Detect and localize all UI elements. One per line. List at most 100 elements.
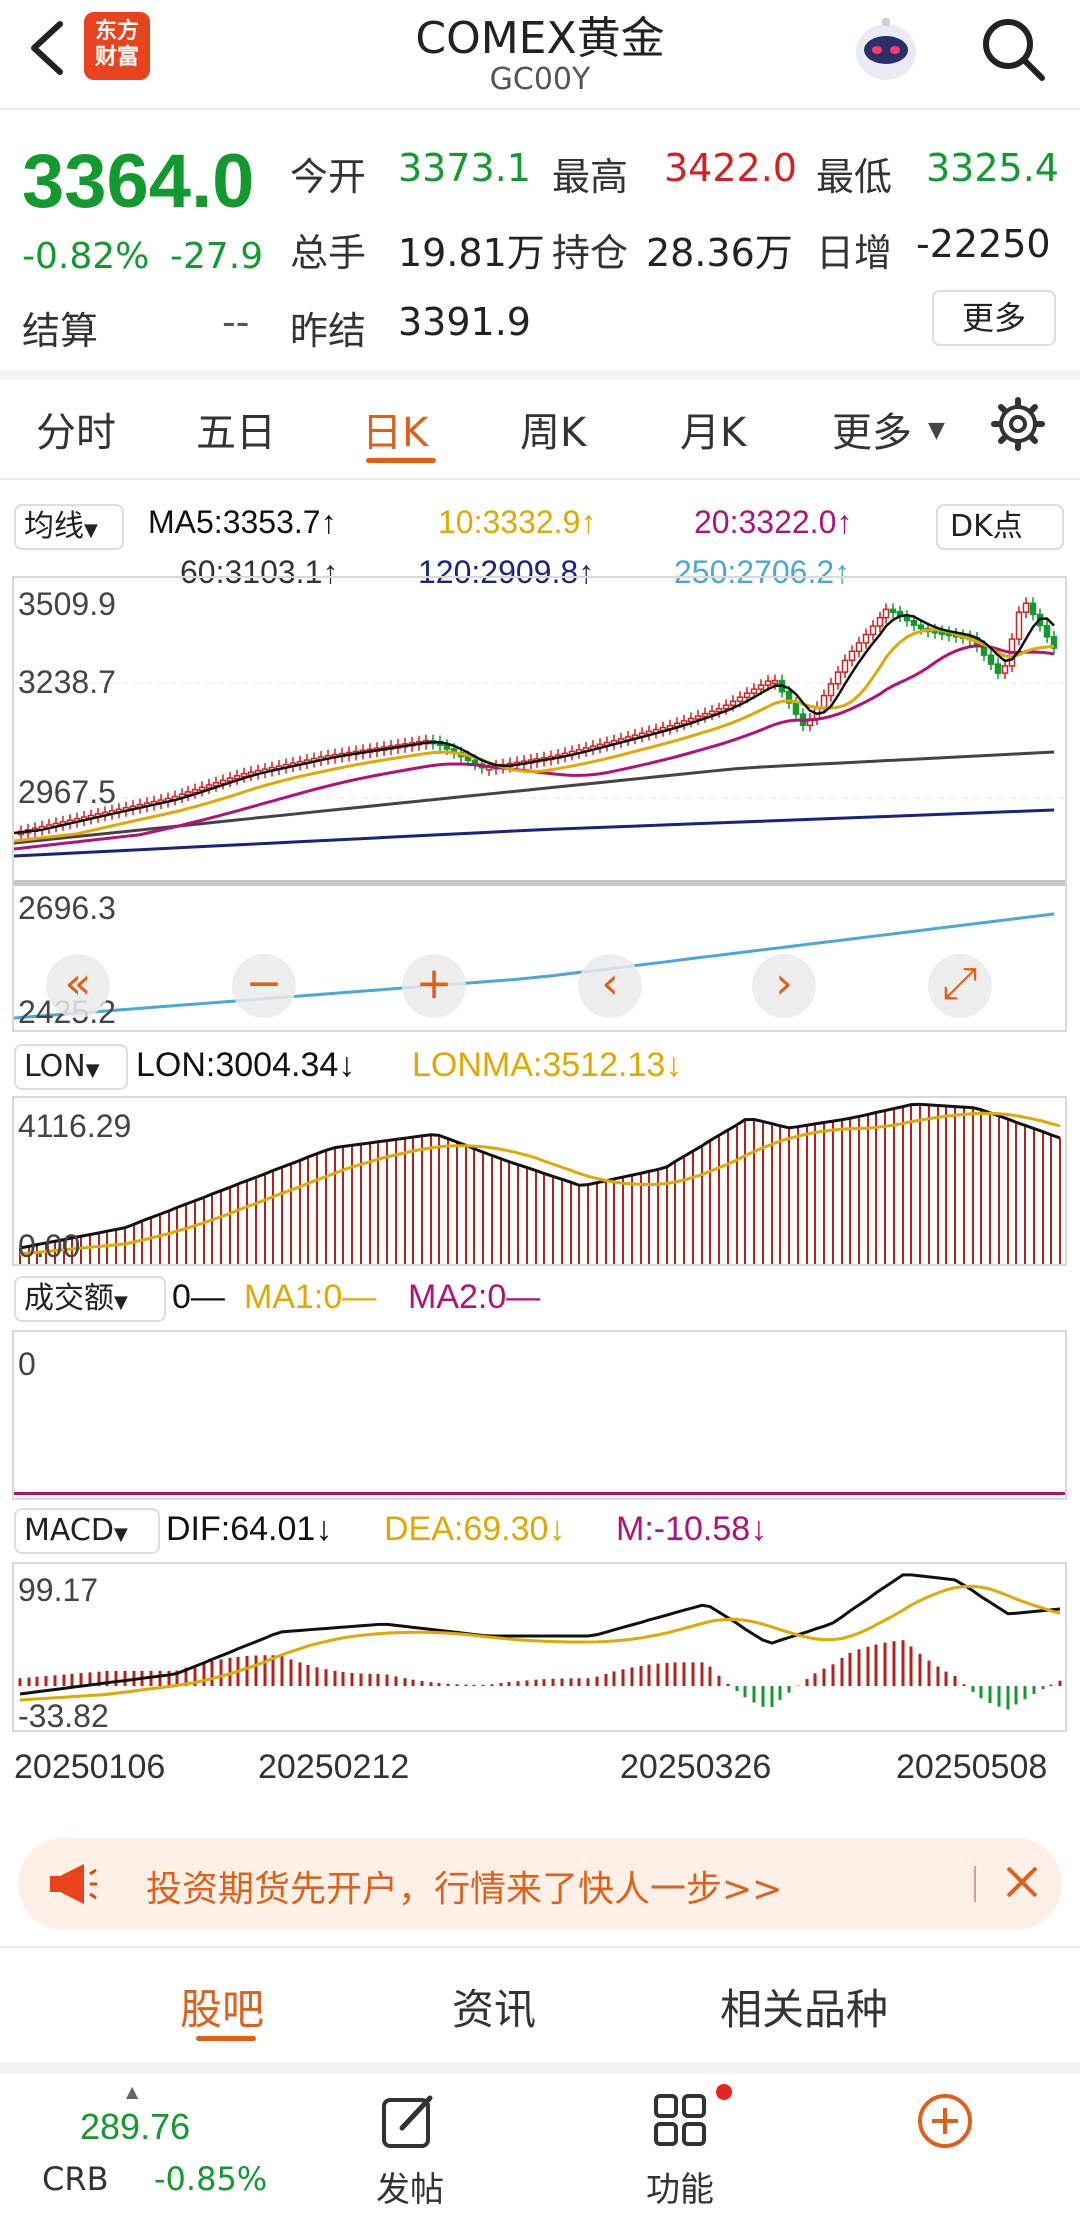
- turnover-value: 0—: [172, 1278, 225, 1316]
- notification-dot: [716, 2084, 732, 2100]
- promo-banner[interactable]: 投资期货先开户，行情来了快人一步>>: [18, 1838, 1062, 1930]
- tab-more[interactable]: 更多: [832, 410, 912, 456]
- settle-value: --: [222, 300, 250, 344]
- kline-axis-3: 2967.5: [18, 774, 116, 810]
- scroll-right-button[interactable]: ›: [752, 954, 816, 1018]
- candle-body: [708, 710, 716, 715]
- tab-forum[interactable]: 股吧: [180, 1985, 265, 2034]
- candle-body: [1050, 636, 1058, 649]
- last-price: 3364.0: [22, 139, 255, 224]
- candle-body: [212, 781, 220, 787]
- promo-text[interactable]: 投资期货先开户，行情来了快人一步>>: [146, 1869, 783, 1910]
- fullscreen-button[interactable]: ⤢: [928, 954, 992, 1018]
- candle-body: [219, 779, 227, 785]
- candle-body: [834, 671, 842, 685]
- candle-body: [701, 712, 709, 718]
- candle-body: [889, 608, 897, 614]
- contract-code: GC00Y: [489, 62, 591, 97]
- candle-body: [827, 683, 835, 697]
- open-interest-value: 28.36万: [646, 231, 793, 275]
- macd-chart: [18, 1573, 1062, 1710]
- search-icon[interactable]: [978, 14, 1048, 84]
- candle-body: [715, 708, 723, 713]
- tab-news[interactable]: 资讯: [452, 1985, 537, 2034]
- lon-selector[interactable]: LON▼: [14, 1044, 128, 1090]
- kline-panel[interactable]: 3509.9 3238.7 2967.5 2696.3 2425.2 « − +…: [12, 576, 1067, 1032]
- crb-caret-icon: ▲: [126, 2082, 139, 2101]
- kline-axis-2: 3238.7: [18, 664, 116, 700]
- forum-tab-underline: [196, 2036, 256, 2041]
- candle-body: [917, 624, 925, 630]
- turnover-ma1: MA1:0—: [244, 1278, 377, 1316]
- candle-body: [820, 694, 828, 709]
- prev-settle-label: 昨结: [290, 309, 367, 353]
- turnover-ma2: MA2:0—: [408, 1278, 541, 1316]
- zoom-out-button[interactable]: −: [232, 954, 296, 1018]
- date-label-4: 20250508: [896, 1748, 1048, 1786]
- lon-value: LON:3004.34↓: [136, 1046, 356, 1084]
- gear-icon[interactable]: [990, 396, 1046, 452]
- candle-body: [792, 702, 800, 715]
- crb-label: CRB: [42, 2160, 109, 2198]
- megaphone-icon: [46, 1860, 98, 1908]
- ma-selector[interactable]: 均线▼: [14, 504, 124, 550]
- tab-monthly-k[interactable]: 月K: [680, 410, 747, 456]
- candle-body: [876, 616, 884, 627]
- add-icon[interactable]: [914, 2090, 976, 2152]
- candle-body: [862, 633, 870, 644]
- grid-icon[interactable]: [650, 2090, 710, 2150]
- scroll-left-fast-button[interactable]: «: [46, 954, 110, 1018]
- candle-body: [729, 700, 737, 707]
- macd-selector[interactable]: MACD▼: [14, 1508, 160, 1554]
- daily-increase-value: -22250: [916, 222, 1051, 266]
- robot-assistant-icon[interactable]: [846, 10, 926, 90]
- low-value: 3325.4: [926, 146, 1059, 190]
- change-amount: -27.9: [170, 236, 264, 277]
- more-quote-button[interactable]: 更多: [932, 290, 1056, 346]
- candle-body: [1022, 602, 1030, 613]
- candle-body: [191, 788, 199, 794]
- candle-body: [1043, 624, 1051, 638]
- volume-label: 总手: [290, 231, 367, 275]
- open-interest-label: 持仓: [552, 231, 629, 275]
- function-button[interactable]: 功能: [646, 2170, 714, 2210]
- crb-value[interactable]: 289.76: [80, 2106, 191, 2147]
- caret-down-icon: ▼: [928, 418, 945, 443]
- candle-body: [855, 642, 863, 653]
- crb-change: -0.85%: [154, 2160, 268, 2198]
- macd-dea: DEA:69.30↓: [384, 1510, 566, 1548]
- zoom-in-button[interactable]: +: [402, 954, 466, 1018]
- scroll-left-button[interactable]: ‹: [578, 954, 642, 1018]
- kline-axis-1: 3509.9: [18, 586, 116, 622]
- tab-weekly-k[interactable]: 周K: [520, 410, 587, 456]
- lon-panel: 4116.29 0.00: [12, 1096, 1067, 1266]
- banner-divider: [974, 1866, 976, 1902]
- candle-body: [443, 744, 451, 750]
- candle-body: [757, 684, 765, 690]
- turnover-panel: 0: [12, 1330, 1067, 1500]
- compose-icon[interactable]: [378, 2090, 440, 2152]
- candle-body: [1029, 602, 1037, 616]
- tab-daily-k[interactable]: 日K: [362, 410, 429, 456]
- post-button[interactable]: 发帖: [376, 2170, 444, 2210]
- tab-related[interactable]: 相关品种: [720, 1985, 889, 2034]
- dk-point-button[interactable]: DK点: [936, 504, 1064, 550]
- ma10-value: 10:3332.9↑: [438, 504, 597, 540]
- candle-body: [743, 692, 751, 698]
- candle-body: [687, 717, 695, 723]
- back-icon[interactable]: [22, 18, 72, 78]
- date-label-3: 20250326: [620, 1748, 772, 1786]
- active-tab-underline: [366, 458, 436, 463]
- high-value: 3422.0: [664, 146, 797, 190]
- candle-body: [771, 679, 779, 685]
- tab-five-day[interactable]: 五日: [196, 410, 276, 456]
- turnover-selector[interactable]: 成交额▼: [14, 1276, 166, 1322]
- close-icon[interactable]: [1002, 1862, 1042, 1902]
- lon-axis-top: 4116.29: [18, 1108, 132, 1144]
- candle-body: [240, 772, 248, 778]
- lonma-value: LONMA:3512.13↓: [412, 1046, 683, 1084]
- ma250-value: 250:2706.2↑: [674, 554, 851, 590]
- open-value: 3373.1: [398, 146, 531, 190]
- turnover-zero-line: [14, 1492, 1065, 1495]
- tab-intraday[interactable]: 分时: [36, 410, 116, 456]
